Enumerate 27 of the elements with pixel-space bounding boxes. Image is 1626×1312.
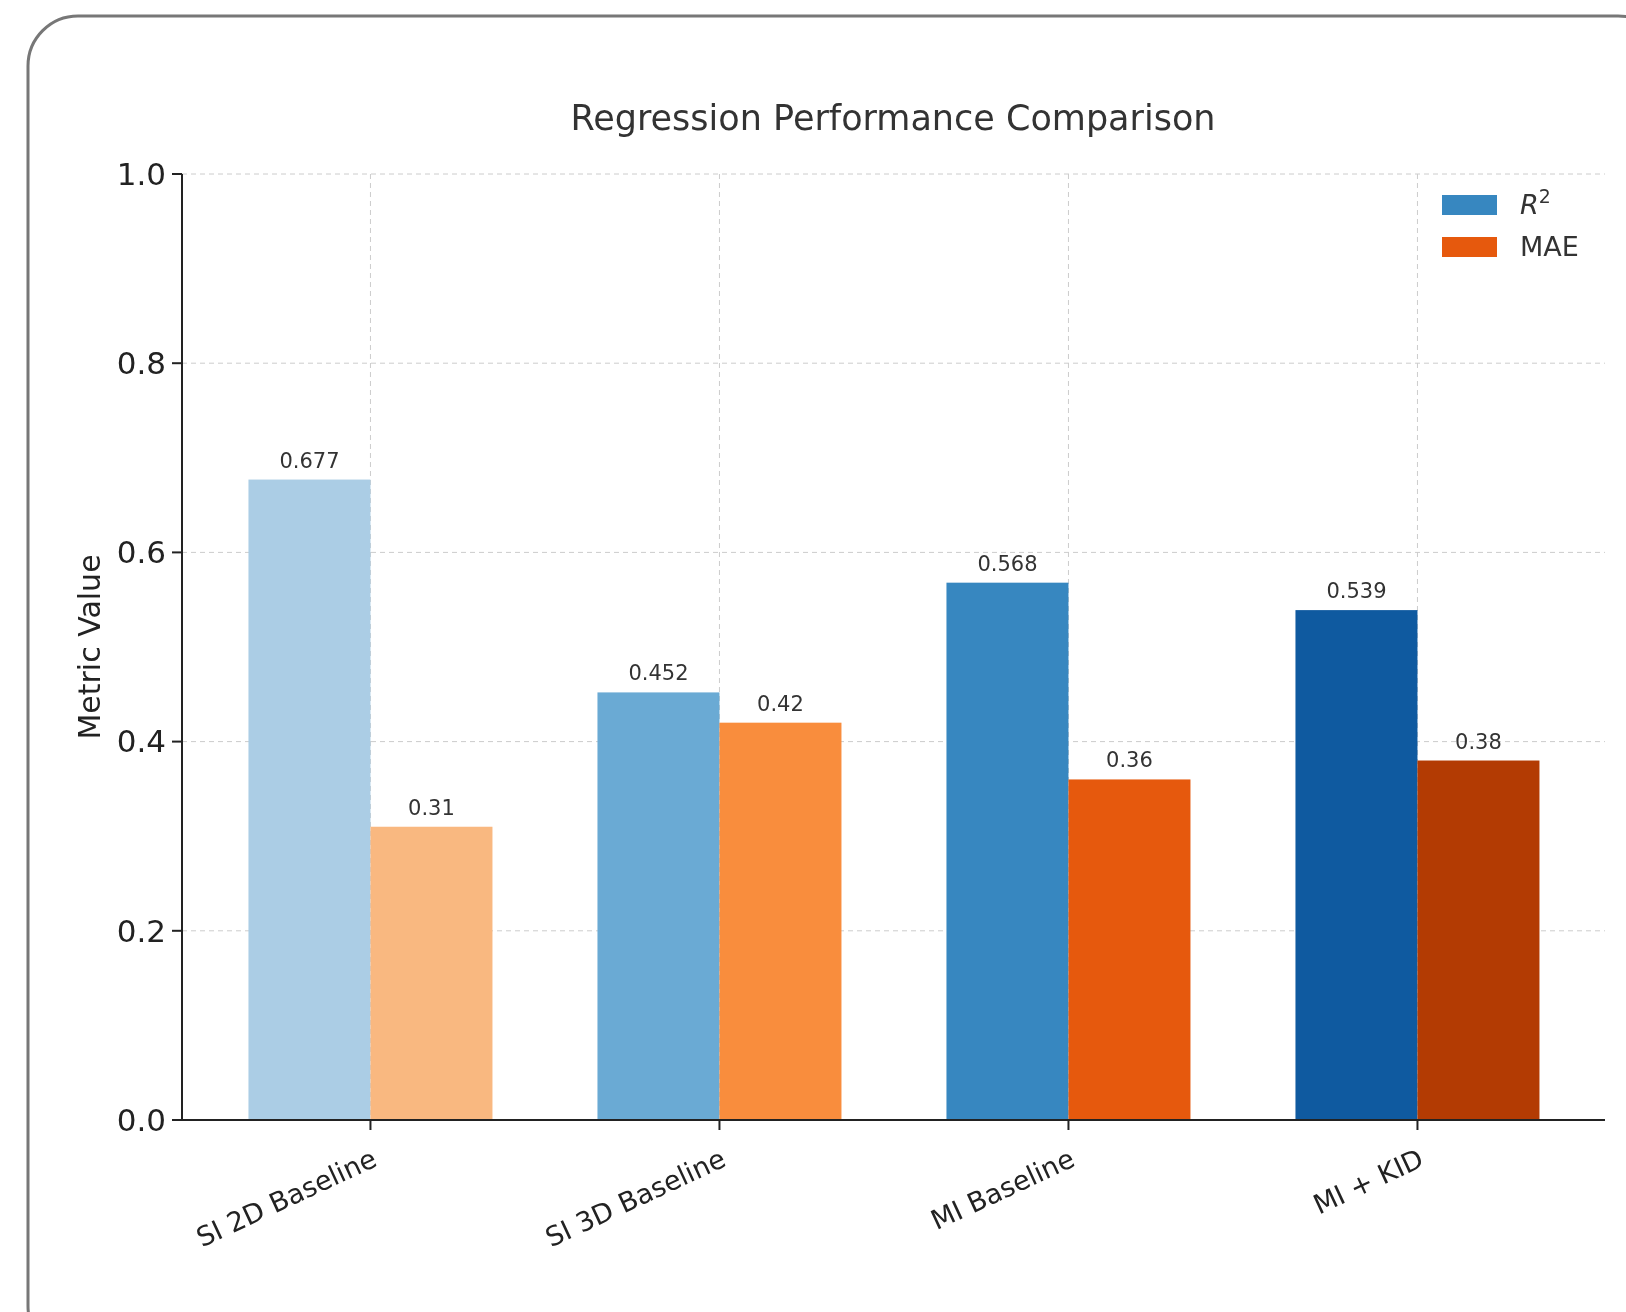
bar	[370, 826, 493, 1120]
data-label: 0.539	[1326, 579, 1387, 604]
data-label: 0.36	[1106, 748, 1153, 773]
y-tick-label: 0.2	[116, 912, 166, 949]
bar	[946, 582, 1069, 1120]
bar	[1295, 610, 1418, 1120]
bar	[1417, 760, 1540, 1120]
y-axis-title: Metric Value	[72, 554, 107, 740]
bar	[597, 692, 720, 1120]
bar	[248, 479, 371, 1120]
legend-label: MAE	[1520, 231, 1579, 263]
y-tick-label: 0.8	[116, 345, 166, 382]
y-tick-label: 0.6	[116, 534, 166, 571]
data-label: 0.568	[977, 551, 1038, 576]
data-label: 0.31	[408, 795, 455, 820]
y-tick-label: 0.4	[116, 723, 166, 760]
bar	[1068, 779, 1191, 1120]
legend-label: R$^{2}$	[1520, 185, 1551, 221]
data-label: 0.38	[1455, 729, 1502, 754]
chart-title: Regression Performance Comparison	[570, 98, 1216, 138]
data-label: 0.677	[279, 448, 340, 473]
bar	[719, 722, 842, 1120]
y-tick-label: 1.0	[116, 155, 166, 192]
data-label: 0.452	[628, 661, 689, 686]
y-tick-label: 0.0	[116, 1101, 166, 1138]
data-label: 0.42	[757, 691, 804, 716]
x-tick-label: MI + KID	[1308, 1142, 1428, 1221]
